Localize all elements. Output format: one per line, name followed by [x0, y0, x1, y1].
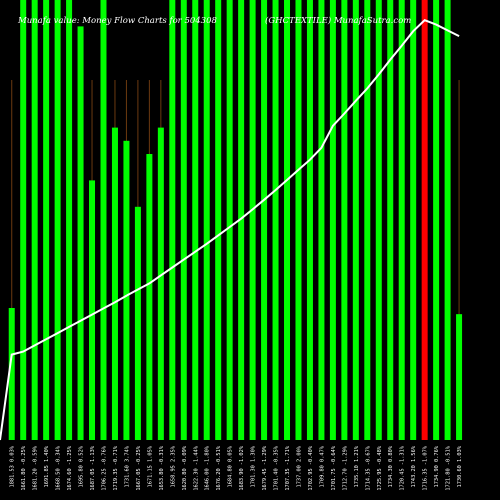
x-tick-label: 1671.15 1.05% [147, 445, 153, 487]
x-tick-label: 1667.05 -0.25% [136, 445, 142, 490]
money-flow-bar [20, 0, 27, 440]
money-flow-bar [352, 0, 359, 440]
x-tick-label: 1668.50 -0.34% [56, 445, 62, 490]
x-tick-label: 1701.75 -0.64% [331, 445, 337, 490]
money-flow-bar [180, 0, 187, 440]
money-flow-bar [77, 26, 84, 441]
money-flow-bar [249, 0, 256, 440]
money-flow-bar [272, 0, 279, 440]
money-flow-bar [421, 0, 428, 440]
money-flow-bar [329, 0, 336, 440]
money-flow-bar [100, 0, 107, 440]
money-flow-bar [54, 0, 61, 440]
x-tick-label: 1661.80 -0.25% [21, 445, 27, 490]
money-flow-bar [226, 0, 233, 440]
x-tick-label: 1701.40 -0.35% [274, 445, 280, 490]
x-tick-label: 1620.80 -0.09% [182, 445, 188, 490]
money-flow-bar [341, 0, 348, 440]
money-flow-bar [387, 0, 394, 440]
money-flow-bar [375, 0, 382, 440]
x-tick-label: 1691.85 1.40% [44, 445, 50, 487]
money-flow-bar [123, 140, 130, 441]
x-tick-label: 1676.20 -0.51% [216, 445, 222, 490]
x-tick-labels: 1881.53 0.03% 1661.80 -0.25% 1681.20 -0.59… [10, 445, 463, 490]
x-tick-label: 1707.35 -1.71% [285, 445, 291, 490]
x-tick-label: 1653.80 -0.31% [159, 445, 165, 490]
x-tick-label: 1695.80 0.52% [79, 445, 85, 487]
chart-site-credit: (GHCTEXTILE) MunafaSutra.com [265, 16, 412, 26]
x-tick-label: 1714.35 -0.67% [365, 445, 371, 490]
x-tick-label: 1681.20 -0.59% [33, 445, 39, 490]
money-flow-bar [192, 0, 199, 440]
money-flow-bar [433, 0, 440, 440]
x-tick-label: 1735.10 1.21% [354, 445, 360, 487]
x-tick-label: 1702.95 -0.40% [308, 445, 314, 490]
chart-title: Munafa value: Money Flow Charts for 5043… [18, 16, 217, 26]
bars-group [8, 0, 463, 441]
x-tick-label: 1684.80 0.05% [228, 445, 234, 487]
money-flow-bar [89, 180, 96, 440]
money-flow-bar [111, 127, 118, 440]
money-flow-bar [444, 0, 451, 440]
money-flow-bar [456, 314, 463, 440]
money-flow-bar [8, 308, 15, 440]
x-tick-label: 1734.30 0.80% [388, 445, 394, 487]
money-flow-bar [306, 0, 313, 440]
x-tick-label: 1721.80 -0.51% [446, 445, 452, 490]
money-flow-bar [215, 0, 222, 440]
money-flow-bar [318, 0, 325, 440]
money-flow-bar [134, 206, 141, 440]
money-flow-bar [66, 0, 73, 440]
x-tick-label: 1719.35 -0.71% [113, 445, 119, 490]
money-flow-bar [410, 0, 417, 440]
x-tick-label: 1646.00 -1.80% [205, 445, 211, 490]
money-flow-bar [146, 154, 153, 440]
x-tick-label: 1734.90 0.76% [434, 445, 440, 487]
x-tick-label: 1725.95 -0.48% [377, 445, 383, 490]
x-tick-label: 1706.25 -0.76% [101, 445, 107, 490]
money-flow-bar [284, 0, 291, 440]
x-tick-label: 1701.30 1.30% [251, 445, 257, 487]
money-flow-bar [157, 127, 164, 440]
money-flow-line [0, 19, 460, 441]
x-tick-label: 1658.95 2.35% [170, 445, 176, 487]
x-tick-label: 1709.80 0.47% [319, 445, 325, 487]
money-flow-bar [261, 0, 268, 440]
x-tick-label: 1679.45 -1.29% [262, 445, 268, 490]
x-tick-label: 1737.00 2.00% [296, 445, 302, 487]
x-tick-label: 1674.60 -1.25% [67, 445, 73, 490]
money-flow-bar [295, 0, 302, 440]
money-flow-bar [398, 0, 405, 440]
x-tick-label: 1716.35 -1.07% [423, 445, 429, 490]
x-tick-label: 1683.90 -1.02% [239, 445, 245, 490]
x-tick-label: 1622.30 -1.44% [193, 445, 199, 490]
money-flow-bar [203, 0, 210, 440]
x-tick-label: 1720.45 -1.31% [400, 445, 406, 490]
money-flow-bar [169, 0, 176, 440]
money-flow-bar [31, 0, 38, 440]
money-flow-bar [43, 0, 50, 440]
x-tick-label: 1687.05 -1.13% [90, 445, 96, 490]
x-tick-label: 1712.70 -1.29% [342, 445, 348, 490]
money-flow-bar [238, 0, 245, 440]
money-flow-bar [364, 0, 371, 440]
x-tick-label: 1881.53 0.03% [10, 445, 16, 487]
x-tick-label: 1731.60 3.74% [124, 445, 130, 487]
x-tick-label: 1730.60 1.03% [457, 445, 463, 487]
x-tick-label: 1743.20 1.56% [411, 445, 417, 487]
